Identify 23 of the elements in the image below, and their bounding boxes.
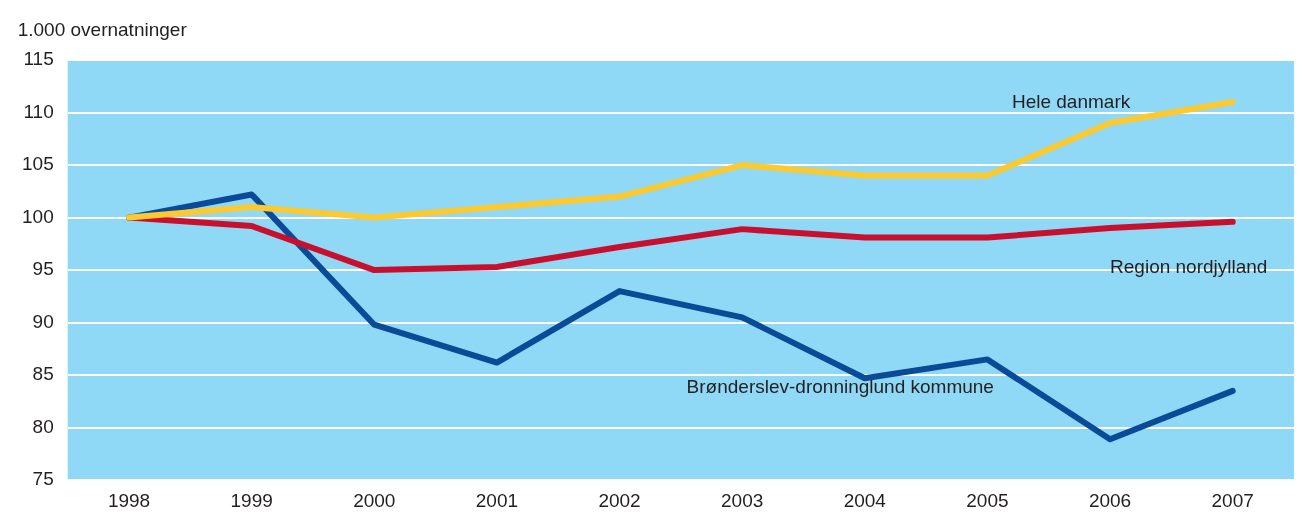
x-tick-label: 2002	[598, 489, 641, 511]
y-tick-label: 100	[22, 205, 54, 227]
y-tick-label: 80	[32, 415, 54, 437]
series-label: Hele danmark	[1011, 91, 1131, 113]
x-tick-label: 2007	[1211, 489, 1254, 511]
x-tick-label: 1998	[107, 489, 151, 511]
x-tick-label: 2004	[843, 489, 887, 511]
x-tick-label: 2005	[966, 489, 1009, 511]
y-tick-label: 95	[32, 258, 54, 280]
x-tick-label: 2006	[1088, 489, 1132, 511]
x-tick-label: 2001	[475, 489, 519, 511]
x-tick-label: 1999	[230, 489, 273, 511]
y-tick-label: 110	[23, 100, 54, 122]
y-axis-title: 1.000 overnatninger	[17, 18, 188, 40]
y-tick-label: 115	[23, 48, 54, 70]
series-label: Brønderslev-dronninglund kommune	[686, 376, 994, 398]
x-tick-label: 2003	[721, 489, 764, 511]
series-label: Region nordjylland	[1110, 256, 1268, 278]
y-tick-label: 75	[32, 468, 54, 490]
y-tick-label: 85	[32, 363, 54, 385]
y-tick-label: 105	[22, 153, 54, 175]
y-tick-label: 90	[32, 310, 54, 332]
x-tick-label: 2000	[353, 489, 396, 511]
